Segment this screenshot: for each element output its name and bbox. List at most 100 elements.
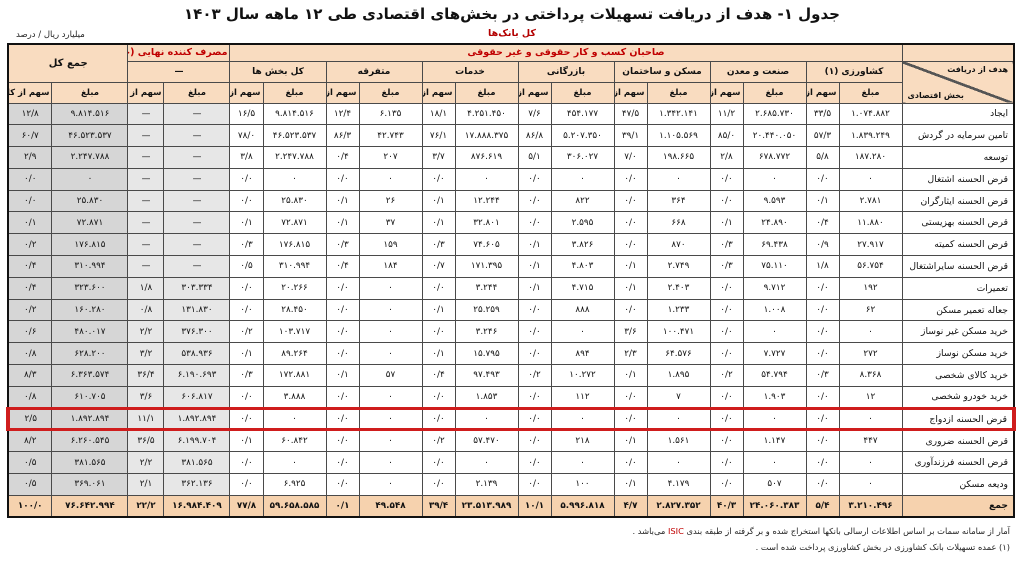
footnote-agri-bank: (۱) عمده تسهیلات بانک کشاورزی در بخش کشا… <box>755 541 1010 552</box>
share-cell: — <box>127 211 165 235</box>
page-title: جدول ۱- هدف از دریافت تسهیلات پرداختی در… <box>184 5 840 23</box>
amount-cell: ۳۸۱.۵۶۵ <box>163 451 231 475</box>
share-cell: ۷۸/۰ <box>229 124 264 148</box>
share-cell: ۰/۰ <box>709 473 744 496</box>
share-cell: ۰/۰ <box>325 429 360 453</box>
isic-label: ISIC <box>667 526 684 537</box>
table-row: قرض الحسنه ایثارگران ۲.۷۸۱ ۰/۱ ۹.۵۹۳ ۰/۰ ۳۶۴ ۰… <box>7 189 1015 213</box>
share-cell: ۰/۰ <box>325 276 360 300</box>
share-cell: ۲/۹ <box>7 146 53 169</box>
share-cell: ۰/۴ <box>7 276 53 300</box>
share-cell: ۰/۰ <box>805 451 840 475</box>
share-cell: ۰/۴ <box>805 211 840 235</box>
amount-cell: ۱.۰۰۸ <box>742 298 807 322</box>
amount-cell: ۱۱.۸۸۰ <box>838 211 903 235</box>
amount-cell: ۹.۵۹۳ <box>742 189 807 213</box>
amount-cell: ۱۶.۹۸۴.۴۰۹ <box>163 494 231 518</box>
share-cell: ۰/۰ <box>613 211 648 235</box>
amount-cell: ۱۷۶.۸۱۵ <box>51 233 129 257</box>
amount-cell: ۴۲.۷۴۳ <box>358 124 423 148</box>
amount-cell: ۴.۸۰۳ <box>550 255 615 278</box>
amount-cell: ۱۹۲ <box>838 276 903 300</box>
amount-cell: ۱۷.۸۸۸.۳۷۵ <box>454 124 519 148</box>
row-label: ایجاد <box>901 102 1015 126</box>
amount-cell: ۱.۸۹۲.۸۹۴ <box>163 406 231 432</box>
amount-cell: ۲۷.۹۱۷ <box>838 233 903 257</box>
share-cell: ۰/۰ <box>517 406 552 432</box>
amount-cell: ۰ <box>838 451 903 475</box>
amount-cell: ۳۶۴ <box>646 189 711 213</box>
amount-cell: ۵۹.۶۵۸.۵۸۵ <box>262 494 327 518</box>
sector-header-commerce: بازرگانی <box>517 60 615 83</box>
amount-cell: ۰ <box>550 406 615 432</box>
share-cell: ۰/۴ <box>325 255 360 278</box>
share-cell: ۰/۵ <box>7 473 53 496</box>
col-header-share: سهم از کل <box>127 81 165 104</box>
col-header-amount: مبلغ <box>262 81 327 104</box>
amount-cell: ۰ <box>550 451 615 475</box>
amount-cell: ۵.۲۰۷.۳۵۰ <box>550 124 615 148</box>
share-cell: ۰/۰ <box>325 406 360 432</box>
amount-cell: ۱۰۳.۷۱۷ <box>262 320 327 344</box>
table-row: قرض الحسنه کمیته ۲۷.۹۱۷ ۰/۹ ۶۹.۴۳۸ ۰/۳ ۸۷۰ ۰/۰… <box>7 233 1015 257</box>
unit-label: میلیارد ریال / درصد <box>16 30 85 40</box>
col-header-share: سهم از کل <box>229 81 264 104</box>
amount-cell: ۱.۸۳۹.۲۴۹ <box>838 124 903 148</box>
total-row: جمع ۳.۲۱۰.۴۹۶ ۵/۴ ۲۴.۰۶۰.۳۸۳ ۴۰/۳ ۲.۸۲۷.۳۵۲ ۴/… <box>7 494 1015 518</box>
share-cell: ۳/۷ <box>421 146 456 169</box>
share-cell: ۰/۲ <box>7 233 53 257</box>
amount-cell: ۰ <box>358 276 423 300</box>
table-row: توسعه ۱۸۷.۲۸۰ ۵/۸ ۶۷۸.۷۷۲ ۲/۸ ۱۹۸.۶۶۵ ۷/۰ ۳۰۶.۰… <box>7 146 1015 169</box>
share-cell: ۰/۱ <box>613 429 648 453</box>
amount-cell: ۱۲ <box>838 385 903 409</box>
share-cell: ۰/۰ <box>517 473 552 496</box>
amount-cell: ۱.۹۰۳ <box>742 385 807 409</box>
share-cell: ۰/۰ <box>805 167 840 191</box>
amount-cell: ۰ <box>838 473 903 496</box>
share-cell: ۱/۸ <box>127 276 165 300</box>
share-cell: ۰/۰ <box>805 406 840 432</box>
share-cell: ۰/۳ <box>229 233 264 257</box>
col-header-amount: مبلغ <box>646 81 711 104</box>
row-label: ودیعه مسکن <box>901 473 1015 496</box>
amount-cell: ۵.۹۹۶.۸۱۸ <box>550 494 615 518</box>
share-cell: ۰/۰ <box>805 342 840 366</box>
amount-cell: ۴۵۴.۱۷۷ <box>550 102 615 126</box>
amount-cell: ۹.۸۱۴.۵۱۶ <box>262 102 327 126</box>
share-cell: ۰/۲ <box>7 298 53 322</box>
share-cell: ۳۳/۵ <box>805 102 840 126</box>
share-cell: ۰/۳ <box>325 233 360 257</box>
amount-cell: ۰ <box>358 298 423 322</box>
amount-cell: ۰ <box>838 406 903 432</box>
share-cell: ۲۲/۲ <box>127 494 165 518</box>
share-cell: ۰/۰ <box>613 233 648 257</box>
amount-cell: ۱۷۶.۸۱۵ <box>262 233 327 257</box>
table-row: قرض الحسنه ضروری ۴۴۷ ۰/۰ ۱.۱۴۷ ۰/۰ ۱.۵۶۱ ۰/۱ ۲۱… <box>7 429 1015 453</box>
share-cell: — <box>127 189 165 213</box>
amount-cell: ۴.۲۵۱.۴۵۰ <box>454 102 519 126</box>
share-cell: ۲/۲ <box>127 320 165 344</box>
share-cell: ۱۰/۱ <box>517 494 552 518</box>
share-cell: ۰/۰ <box>517 451 552 475</box>
share-cell: ۰/۰ <box>709 276 744 300</box>
amount-cell: ۱.۱۰۵.۵۶۹ <box>646 124 711 148</box>
amount-cell: ۳.۲۱۰.۴۹۶ <box>838 494 903 518</box>
share-cell: ۰/۰ <box>517 298 552 322</box>
share-cell: ۰/۱ <box>229 211 264 235</box>
amount-cell: ۲.۱۳۹ <box>454 473 519 496</box>
share-cell: ۰/۰ <box>229 167 264 191</box>
share-cell: ۸/۳ <box>7 364 53 387</box>
row-label: قرض الحسنه ایثارگران <box>901 189 1015 213</box>
amount-cell: — <box>163 124 231 148</box>
row-label: قرض الحسنه فرزندآوری <box>901 451 1015 475</box>
share-cell: ۰/۱ <box>7 211 53 235</box>
amount-cell: ۳۲.۸۰۱ <box>454 211 519 235</box>
share-cell: ۰/۰ <box>325 167 360 191</box>
footnote-source: آمار از سامانه سمات بر اساس اطلاعات ارسا… <box>632 526 1010 537</box>
share-cell: ۷۷/۸ <box>229 494 264 518</box>
amount-cell: ۲۴.۸۹۰ <box>742 211 807 235</box>
share-cell: — <box>127 233 165 257</box>
group-household: مصرف کننده نهایی (خانوار) <box>127 43 231 62</box>
amount-cell: ۳.۲۴۴ <box>454 276 519 300</box>
row-label: قرض الحسنه ضروری <box>901 429 1015 453</box>
